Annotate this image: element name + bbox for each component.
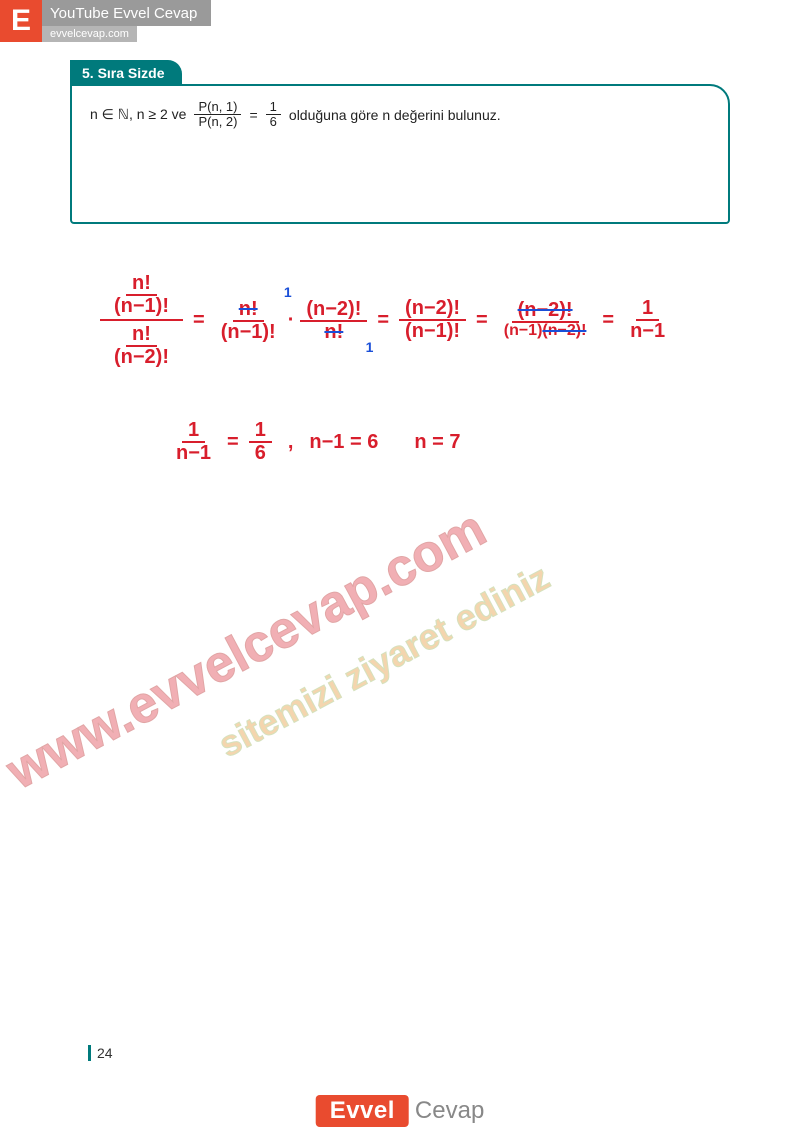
equals: = bbox=[249, 107, 257, 123]
fraction-onesixth: 1 6 bbox=[266, 100, 281, 130]
frac-num: 1 bbox=[266, 100, 281, 115]
logo-badge: E bbox=[0, 0, 42, 42]
compound-fraction: n!(n−1)! n!(n−2)! bbox=[100, 270, 183, 370]
problem-box: n ∈ ℕ, n ≥ 2 ve P(n, 1) P(n, 2) = 1 6 ol… bbox=[70, 84, 730, 224]
step-fraction: 1 n−1 bbox=[624, 298, 671, 342]
footer-logo: Evvel Cevap bbox=[316, 1089, 485, 1131]
youtube-label: YouTube Evvel Cevap bbox=[42, 0, 211, 26]
handwritten-work-line1: n!(n−1)! n!(n−2)! = n! (n−1)! 1 · (n−2)!… bbox=[100, 270, 671, 370]
problem-suffix: olduğuna göre n değerini bulunuz. bbox=[289, 107, 501, 123]
step-fraction: (n−2)! (n−1)(n−2)! bbox=[498, 300, 593, 340]
fraction-permutation: P(n, 1) P(n, 2) bbox=[194, 100, 241, 130]
footer-brand-left: Evvel bbox=[316, 1095, 409, 1127]
section-tab: 5. Sıra Sizde bbox=[70, 60, 182, 86]
site-url-label: evvelcevap.com bbox=[42, 26, 137, 42]
step-fraction: n! (n−1)! bbox=[215, 299, 282, 343]
problem-statement: n ∈ ℕ, n ≥ 2 ve P(n, 1) P(n, 2) = 1 6 ol… bbox=[90, 100, 710, 130]
cancel-annotation: 1 bbox=[366, 339, 374, 355]
page-number: 24 bbox=[88, 1045, 113, 1061]
handwritten-work-line2: 1 n−1 = 1 6 , n−1 = 6 n = 7 bbox=[170, 420, 460, 464]
footer-brand-right: Cevap bbox=[415, 1097, 484, 1125]
watermark-main: www.evvelcevap.com bbox=[0, 498, 496, 801]
page-content: 5. Sıra Sizde n ∈ ℕ, n ≥ 2 ve P(n, 1) P(… bbox=[70, 60, 730, 226]
final-answer: n = 7 bbox=[414, 431, 460, 454]
problem-prefix: n ∈ ℕ, n ≥ 2 ve bbox=[90, 106, 186, 123]
step-fraction: 1 n−1 bbox=[170, 420, 217, 464]
watermark-sub: sitemizi ziyaret ediniz bbox=[212, 556, 557, 766]
frac-den: P(n, 2) bbox=[194, 115, 241, 129]
step-fraction: 1 6 bbox=[249, 420, 272, 464]
cancel-annotation: 1 bbox=[284, 284, 292, 300]
frac-den: 6 bbox=[266, 115, 281, 129]
equation-step: n−1 = 6 bbox=[309, 431, 378, 454]
step-fraction: (n−2)! n! bbox=[300, 299, 367, 343]
step-fraction: (n−2)! (n−1)! bbox=[399, 298, 466, 342]
frac-num: P(n, 1) bbox=[194, 100, 241, 115]
